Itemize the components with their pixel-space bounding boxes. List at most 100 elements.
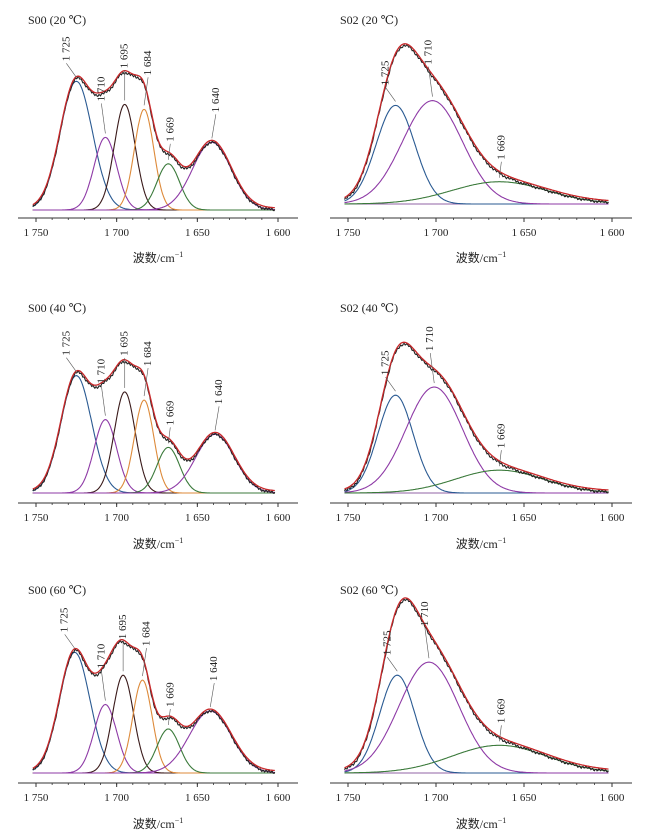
peak-leader-line [499,161,502,178]
x-axis-label-unit-exp: −1 [498,250,507,259]
x-axis-label-text: 波数/cm [133,816,176,831]
x-tick-label: 1 600 [266,792,291,804]
panel-title: S00 (60 ℃) [28,583,86,597]
component-peak-1669 [32,163,275,211]
x-axis-label: 波数/cm−1 [456,816,507,831]
peak-label: 1 640 [210,87,222,112]
x-axis-label-unit-exp: −1 [175,250,184,259]
peak-leader-line [101,385,106,416]
peak-label: 1 710 [95,76,107,101]
peak-leader-line [214,406,220,431]
x-tick-label: 1 700 [424,227,449,239]
x-tick-label: 1 700 [424,792,449,804]
peak-leader-line [209,683,215,708]
x-tick-label: 1 650 [185,792,210,804]
peak-label: 1 725 [59,607,71,632]
peak-leader-line [499,450,502,467]
x-axis-label-text: 波数/cm [456,250,499,265]
x-axis-label-unit-exp: −1 [175,536,184,545]
peak-leader-line [142,648,147,677]
peak-label: 1 725 [380,60,392,85]
peak-leader-line [66,357,77,372]
x-axis-label-text: 波数/cm [456,816,499,831]
component-peak-1669 [344,744,609,774]
measured-spectrum [32,360,276,495]
peak-leader-line [429,353,435,384]
x-tick-label: 1 600 [600,227,625,239]
x-tick-label: 1 750 [24,512,49,524]
peak-leader-line [424,628,430,659]
peak-label: 1 695 [119,331,131,356]
panel-title: S02 (20 ℃) [340,13,398,27]
x-axis-label-text: 波数/cm [133,536,176,551]
x-axis-label: 波数/cm−1 [133,816,184,831]
component-peak-1640 [32,710,275,774]
x-tick-label: 1 700 [104,792,129,804]
panel-5: S00 (60 ℃) 1 750 1 700 1 650 1 600 波数/cm−1 1 7… [18,583,298,831]
peak-label: 1 725 [380,350,392,375]
panel-6: S02 (60 ℃) 1 750 1 700 1 650 1 600 波数/cm−1 1 7… [330,583,632,831]
x-tick-label: 1 750 [336,792,361,804]
fitted-spectrum [32,359,275,492]
peak-label: 1 725 [60,330,72,355]
peak-leader-line [385,87,396,102]
peak-leader-line [66,63,77,78]
fitted-spectrum [32,69,275,209]
component-peak-1710 [344,386,609,494]
x-axis-label-text: 波数/cm [133,250,176,265]
x-tick-label: 1 650 [512,227,537,239]
x-tick-label: 1 600 [600,512,625,524]
panel-4: S02 (40 ℃) 1 750 1 700 1 650 1 600 波数/cm−1 1 7… [330,301,632,551]
component-peak-1710 [344,100,609,205]
x-tick-label: 1 600 [266,512,291,524]
component-peak-1684 [32,679,275,774]
peak-leader-line [167,708,171,726]
peak-label: 1 725 [60,36,72,61]
peak-label: 1 684 [142,341,154,366]
peak-label: 1 725 [381,630,393,655]
component-peak-1669 [344,181,609,205]
measured-spectrum [344,597,609,773]
x-tick-label: 1 750 [24,227,49,239]
x-axis-label-unit-exp: −1 [175,816,184,825]
peak-leader-line [143,77,149,106]
component-peak-1640 [32,141,275,211]
peak-label: 1 640 [213,379,225,404]
component-peak-1669 [32,728,275,774]
x-tick-label: 1 600 [266,227,291,239]
x-tick-label: 1 650 [512,512,537,524]
peak-leader-line [64,634,75,649]
peak-label: 1 684 [142,50,154,75]
x-tick-label: 1 650 [185,227,210,239]
x-tick-label: 1 650 [512,792,537,804]
peak-leader-line [211,114,217,139]
component-peak-1710 [32,419,275,494]
x-tick-label: 1 750 [336,512,361,524]
component-peak-1710 [344,661,609,774]
panel-1: S00 (20 ℃) 1 750 1 700 1 650 1 600 波数/cm−1 1 7… [18,13,298,265]
panel-title: S02 (60 ℃) [340,583,398,597]
component-peak-1669 [344,469,609,494]
peak-leader-line [167,427,171,444]
x-tick-label: 1 600 [600,792,625,804]
fitted-spectrum [344,597,609,770]
peak-leader-line [428,66,433,97]
panel-title: S00 (20 ℃) [28,13,86,27]
peak-leader-line [167,143,171,160]
x-tick-label: 1 700 [104,512,129,524]
x-axis-label: 波数/cm−1 [133,250,184,265]
panel-2: S02 (20 ℃) 1 750 1 700 1 650 1 600 波数/cm−1 1 7… [330,13,632,265]
peak-label: 1 695 [117,614,129,639]
peak-label: 1 710 [95,643,107,668]
peak-label: 1 710 [423,39,435,64]
peak-label: 1 669 [164,682,176,707]
x-tick-label: 1 750 [24,792,49,804]
peak-label: 1 710 [419,601,431,626]
peak-label: 1 710 [95,358,107,383]
x-tick-label: 1 750 [336,227,361,239]
peak-label: 1 640 [208,656,220,681]
component-peak-1725 [344,674,609,774]
component-peak-1725 [344,104,609,205]
x-tick-label: 1 700 [424,512,449,524]
